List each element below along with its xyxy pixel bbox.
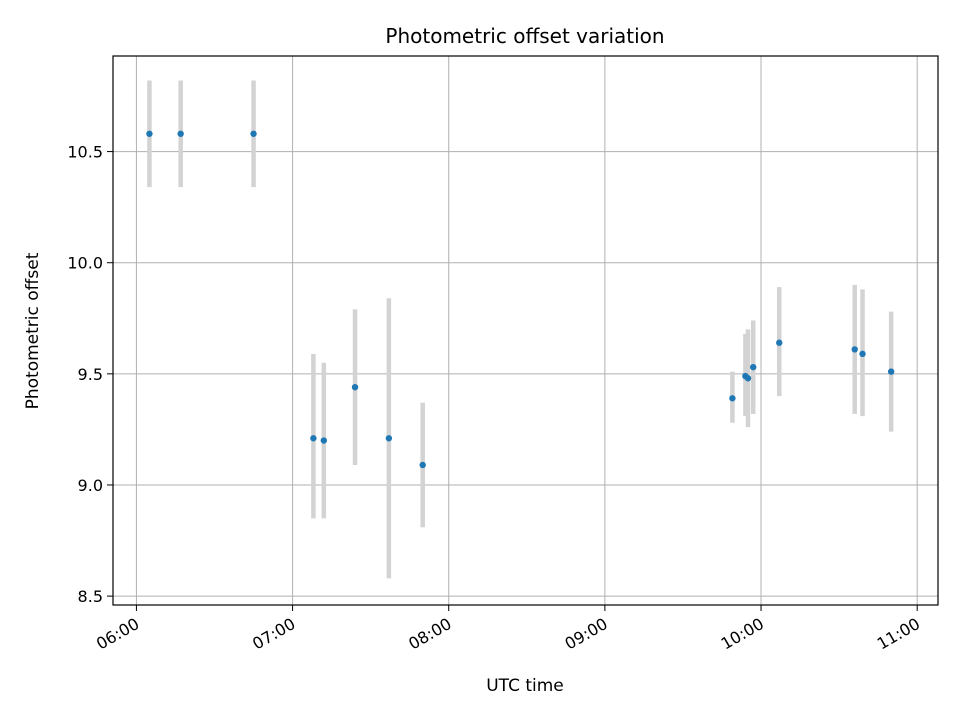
data-point — [419, 461, 426, 469]
chart-title: Photometric offset variation — [385, 24, 664, 48]
data-points — [146, 130, 895, 469]
y-tick-label: 9.0 — [78, 476, 103, 495]
data-point — [310, 435, 317, 442]
y-tick-label: 8.5 — [78, 587, 103, 606]
data-point — [320, 437, 328, 444]
x-axis-label: UTC time — [486, 676, 564, 696]
grid — [113, 56, 938, 605]
y-tick-label: 10.0 — [67, 254, 103, 273]
data-point — [750, 363, 757, 371]
y-tick-label: 10.5 — [67, 143, 103, 162]
y-axis-ticks: 8.5 9.0 9.5 10.0 10.5 — [67, 143, 113, 606]
data-point — [729, 395, 736, 402]
data-point — [859, 350, 866, 358]
plot-frame — [112, 55, 939, 606]
data-point — [146, 130, 153, 137]
data-point — [744, 375, 752, 382]
y-tick-label: 9.5 — [78, 365, 103, 384]
data-point — [776, 339, 783, 346]
data-point — [887, 368, 895, 375]
data-point — [851, 346, 858, 353]
data-point — [250, 130, 257, 137]
data-point — [351, 383, 359, 391]
y-axis-label: Photometric offset — [23, 252, 43, 409]
data-point — [177, 130, 184, 137]
data-point — [385, 435, 393, 442]
